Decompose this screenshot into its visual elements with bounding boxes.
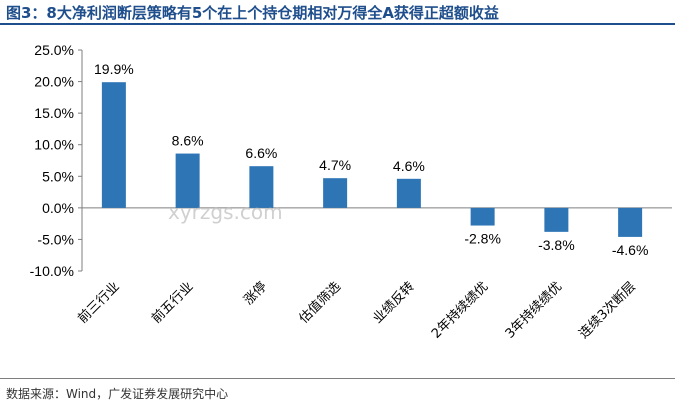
data-label: 4.7% bbox=[319, 157, 351, 173]
bar-chart: 25.0%20.0%15.0%10.0%5.0%0.0%-5.0%-10.0% … bbox=[30, 42, 672, 342]
y-tick-label: -5.0% bbox=[37, 231, 74, 247]
data-label: 8.6% bbox=[172, 133, 204, 149]
category-label: 连续3次断层 bbox=[576, 279, 639, 342]
y-tick-label: 20.0% bbox=[34, 74, 74, 90]
data-labels: 19.9% 8.6% 6.6% 4.7% 4.6% -2.8% -3.8% -4.6% bbox=[94, 61, 648, 258]
title-divider bbox=[0, 23, 675, 25]
category-label: 涨停 bbox=[240, 279, 270, 309]
y-tick-label: 25.0% bbox=[34, 42, 74, 58]
bar bbox=[323, 178, 348, 208]
y-tick-label: 0.0% bbox=[42, 200, 74, 216]
data-label: 6.6% bbox=[245, 145, 277, 161]
y-tick-label: 5.0% bbox=[42, 168, 74, 184]
category-label: 3年持续绩优 bbox=[503, 279, 565, 341]
data-label: -2.8% bbox=[464, 231, 501, 247]
category-label: 前五行业 bbox=[148, 279, 196, 327]
bar bbox=[470, 207, 495, 226]
source-divider bbox=[0, 378, 675, 379]
bar bbox=[544, 207, 569, 232]
bar bbox=[396, 178, 421, 208]
category-label: 前三行业 bbox=[75, 279, 123, 327]
data-label: -3.8% bbox=[538, 237, 575, 253]
data-label: 19.9% bbox=[94, 61, 134, 77]
y-tick-label: 15.0% bbox=[34, 105, 74, 121]
bar bbox=[618, 207, 643, 237]
category-label: 估值筛选 bbox=[296, 279, 344, 327]
data-label: -4.6% bbox=[612, 242, 649, 258]
y-tick-label: -10.0% bbox=[30, 263, 74, 279]
category-label: 2年持续绩优 bbox=[429, 279, 491, 341]
bar bbox=[101, 82, 126, 208]
y-tick-label: 10.0% bbox=[34, 137, 74, 153]
data-label: 4.6% bbox=[393, 158, 425, 174]
category-labels: 前三行业 前五行业 涨停 估值筛选 业绩反转 2年持续绩优 3年持续绩优 连续3次断层 bbox=[75, 279, 639, 342]
bars bbox=[101, 82, 643, 237]
bar bbox=[175, 153, 200, 208]
bar bbox=[249, 166, 274, 208]
category-label: 业绩反转 bbox=[370, 279, 417, 326]
watermark: xyrzgs.com bbox=[168, 200, 283, 224]
source-note: 数据来源：Wind，广发证券发展研究中心 bbox=[6, 387, 229, 401]
figure-title: 图3：8大净利润断层策略有5个在上个持仓期相对万得全A获得正超额收益 bbox=[6, 4, 499, 22]
